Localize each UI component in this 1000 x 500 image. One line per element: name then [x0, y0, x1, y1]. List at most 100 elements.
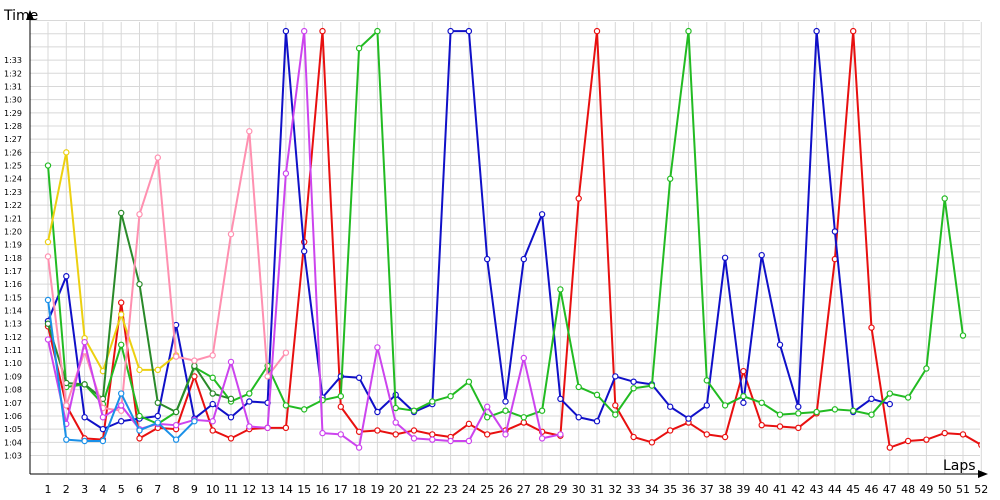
data-point [154, 366, 161, 374]
data-point [465, 420, 473, 428]
data-point [978, 442, 980, 448]
data-point [374, 344, 381, 351]
data-point [99, 425, 107, 433]
data-point [44, 320, 52, 327]
data-point [44, 336, 52, 343]
y-tick-label: 1:03 [4, 452, 22, 461]
data-point [721, 402, 729, 409]
x-tick-label: 15 [297, 483, 311, 496]
x-axis-arrow [978, 470, 988, 478]
data-point [117, 341, 125, 348]
data-point [429, 431, 436, 438]
data-point [575, 383, 582, 391]
data-point [520, 419, 528, 426]
data-point [886, 390, 894, 397]
data-point [557, 286, 564, 293]
data-point [776, 341, 784, 348]
data-point [44, 162, 52, 169]
data-point [538, 407, 546, 414]
data-point [850, 407, 857, 414]
data-point [648, 439, 656, 446]
data-point [520, 354, 528, 362]
x-tick-label: 17 [334, 483, 348, 496]
data-point [117, 311, 125, 318]
data-point [740, 367, 747, 375]
x-tick-label: 3 [81, 483, 88, 496]
data-point [355, 45, 363, 52]
x-tick-label: 11 [224, 483, 238, 496]
data-point [209, 427, 216, 434]
data-point [703, 431, 711, 438]
data-point [484, 414, 491, 421]
data-point [154, 399, 161, 406]
data-point [740, 399, 747, 406]
data-point [904, 394, 912, 401]
data-point [136, 412, 143, 420]
series-4 [44, 149, 180, 375]
data-point [465, 378, 473, 385]
x-tick-label: 52 [974, 483, 988, 496]
x-tick-label: 18 [352, 483, 366, 496]
grid-lines [30, 20, 982, 474]
y-tick-label: 1:25 [4, 162, 22, 171]
y-tick-labels: 1:03 1:04 1:05 1:06 1:07 1:08 1:09 1:10 1:11 1:12… [4, 56, 22, 460]
y-tick-label: 1:08 [4, 386, 22, 395]
y-tick-label: 1:23 [4, 188, 22, 197]
data-point [447, 392, 454, 400]
data-point [959, 332, 967, 339]
data-point [593, 391, 601, 399]
data-point [630, 385, 637, 392]
data-point [154, 412, 161, 420]
data-point [850, 27, 857, 35]
data-point [282, 27, 290, 35]
data-point [886, 400, 894, 408]
series-8 [44, 296, 198, 445]
x-tick-label: 6 [136, 483, 143, 496]
x-tick-label: 44 [828, 483, 842, 496]
data-point [941, 195, 948, 202]
data-point [904, 437, 912, 445]
y-tick-label: 1:11 [4, 346, 22, 355]
data-point [227, 435, 235, 442]
y-tick-label: 1:13 [4, 320, 22, 329]
data-point [484, 255, 491, 263]
x-tick-label: 39 [736, 483, 750, 496]
x-tick-label: 25 [480, 483, 494, 496]
data-point [44, 296, 52, 304]
data-point [959, 431, 967, 438]
data-point [282, 349, 290, 356]
y-tick-label: 1:30 [4, 96, 22, 105]
data-point [191, 373, 198, 380]
data-point [667, 403, 674, 410]
data-point [795, 403, 802, 410]
y-tick-label: 1:20 [4, 227, 22, 236]
data-point [246, 128, 253, 135]
data-point [117, 418, 125, 425]
data-point [154, 154, 161, 161]
data-point [227, 395, 235, 403]
x-axis-title: Laps [943, 458, 976, 474]
x-tick-label: 34 [645, 483, 659, 496]
y-tick-label: 1:16 [4, 280, 22, 289]
data-point [337, 403, 344, 410]
x-tick-label: 22 [425, 483, 439, 496]
y-axis-title: Time [3, 8, 38, 24]
data-point [374, 427, 381, 434]
data-point [136, 427, 143, 434]
data-point [337, 392, 344, 400]
data-point [612, 402, 619, 409]
data-point [136, 280, 143, 288]
data-point [191, 357, 198, 364]
data-point [721, 433, 729, 441]
data-point [301, 248, 308, 255]
data-point [227, 230, 235, 238]
data-point [593, 418, 601, 425]
y-axis-arrow [26, 10, 34, 20]
data-point [172, 353, 180, 360]
data-point [172, 421, 180, 429]
data-point [520, 255, 528, 263]
y-tick-label: 1:04 [4, 438, 22, 447]
data-point [484, 403, 491, 410]
data-point [721, 254, 729, 261]
data-point [630, 433, 637, 441]
